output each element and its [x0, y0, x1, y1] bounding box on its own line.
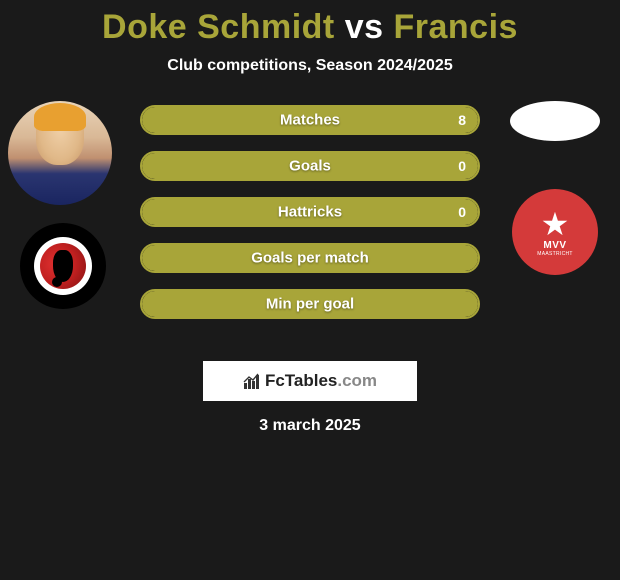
stat-row-matches: Matches 8 — [140, 105, 480, 135]
stat-label: Matches — [142, 112, 478, 129]
title-player2: Francis — [394, 8, 518, 46]
stat-label: Goals — [142, 158, 478, 175]
date-label: 3 march 2025 — [0, 417, 620, 435]
title-player1: Doke Schmidt — [102, 8, 335, 46]
stat-row-goals: Goals 0 — [140, 151, 480, 181]
player2-avatar — [510, 101, 600, 141]
right-column: ★ MVV MAASTRICHT — [500, 101, 610, 275]
stat-rows: Matches 8 Goals 0 Hattricks 0 Goals per … — [140, 105, 480, 335]
club2-text: MVV — [543, 240, 566, 251]
brand-badge: FcTables.com — [203, 361, 417, 401]
stat-value-right: 0 — [458, 204, 466, 220]
stat-label: Min per goal — [142, 296, 478, 313]
left-column — [8, 101, 118, 309]
stat-value-right: 0 — [458, 158, 466, 174]
player1-avatar — [8, 101, 112, 205]
page-title: Doke Schmidt vs Francis — [0, 0, 620, 47]
stat-row-gpm: Goals per match — [140, 243, 480, 273]
player1-club-badge — [20, 223, 106, 309]
comparison-panel: ★ MVV MAASTRICHT Matches 8 Goals 0 Hattr… — [0, 105, 620, 355]
bar-chart-icon — [243, 372, 261, 390]
title-vs: vs — [345, 8, 384, 46]
subtitle: Club competitions, Season 2024/2025 — [0, 57, 620, 75]
stat-label: Hattricks — [142, 204, 478, 221]
player2-club-badge: ★ MVV MAASTRICHT — [512, 189, 598, 275]
stat-row-mpg: Min per goal — [140, 289, 480, 319]
brand-text: FcTables.com — [265, 371, 377, 391]
club2-subtext: MAASTRICHT — [537, 251, 573, 257]
stat-row-hattricks: Hattricks 0 — [140, 197, 480, 227]
star-icon: ★ — [541, 208, 570, 240]
stat-label: Goals per match — [142, 250, 478, 267]
stat-value-right: 8 — [458, 112, 466, 128]
brand-main: FcTables — [265, 371, 337, 390]
brand-suffix: .com — [337, 371, 377, 390]
